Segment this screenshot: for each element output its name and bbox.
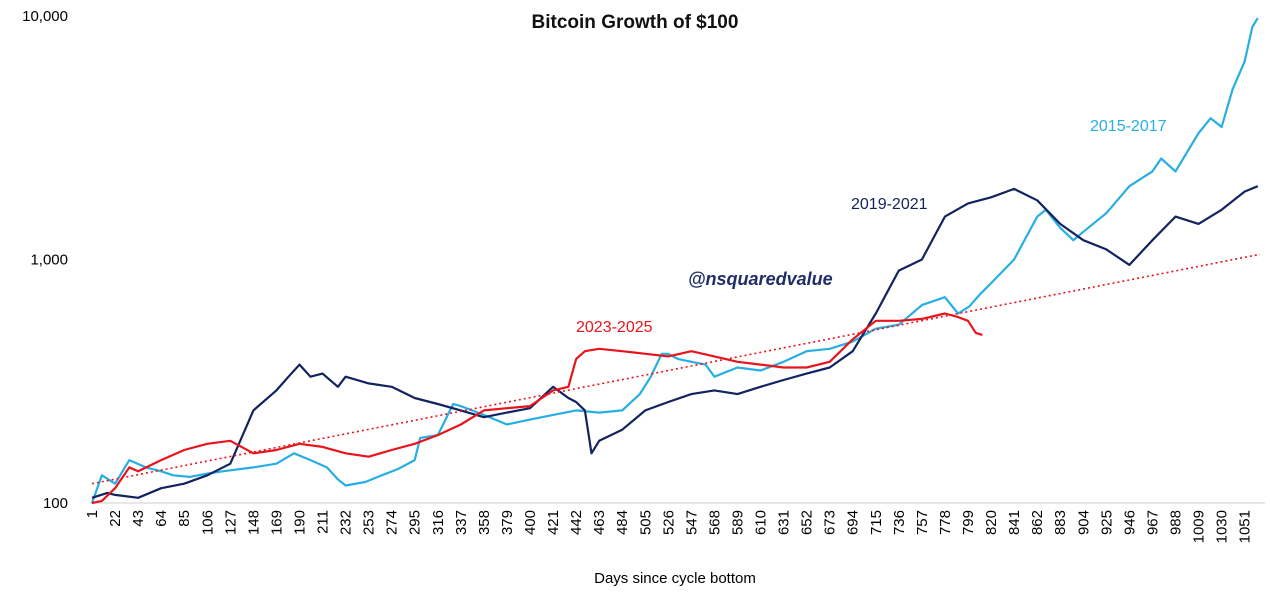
y-tick-label: 1,000 <box>30 252 68 269</box>
x-tick-label: 799 <box>960 510 977 535</box>
x-tick-label: 925 <box>1098 510 1115 535</box>
x-tick-label: 106 <box>199 510 216 535</box>
x-tick-label: 253 <box>361 510 378 535</box>
x-tick-label: 946 <box>1121 510 1138 535</box>
watermark-text: @nsquaredvalue <box>688 269 833 289</box>
x-tick-label: 631 <box>776 510 793 535</box>
x-tick-label: 358 <box>476 510 493 535</box>
x-tick-label: 169 <box>268 510 285 535</box>
x-tick-label: 673 <box>822 510 839 535</box>
x-tick-label: 484 <box>614 510 631 535</box>
x-tick-label: 442 <box>568 510 585 535</box>
y-tick-label: 100 <box>43 495 68 512</box>
series-line-2019-2021 <box>91 185 1259 499</box>
x-tick-label: 400 <box>522 510 539 535</box>
series-line-2023-2025 <box>91 312 983 505</box>
x-axis-label: Days since cycle bottom <box>594 570 756 587</box>
x-tick-label: 232 <box>338 510 355 535</box>
x-tick-label: 85 <box>176 510 193 527</box>
x-tick-label: 43 <box>130 510 147 527</box>
x-tick-label: 610 <box>753 510 770 535</box>
x-tick-label: 148 <box>245 510 262 535</box>
x-tick-label: 967 <box>1144 510 1161 535</box>
x-tick-label: 820 <box>983 510 1000 535</box>
x-tick-label: 568 <box>706 510 723 535</box>
x-tick-label: 505 <box>637 510 654 535</box>
x-tick-label: 904 <box>1075 510 1092 535</box>
y-tick-label: 10,000 <box>22 8 68 25</box>
series-line-2015-2017 <box>90 17 1259 504</box>
x-tick-label: 778 <box>937 510 954 535</box>
x-tick-label: 1 <box>84 510 101 518</box>
x-tick-label: 295 <box>407 510 424 535</box>
x-tick-label: 421 <box>545 510 562 535</box>
x-tick-label: 274 <box>384 510 401 535</box>
x-tick-label: 862 <box>1029 510 1046 535</box>
series-label-2015-2017: 2015-2017 <box>1090 118 1167 135</box>
x-axis-tick-labels: 1 22 43 64 85 106 127 148 169 190 211 232 253 274 295 3… <box>84 510 1254 543</box>
x-tick-label: 211 <box>315 510 332 534</box>
x-tick-label: 1051 <box>1237 510 1254 543</box>
x-tick-label: 757 <box>914 510 931 535</box>
x-tick-label: 652 <box>799 510 816 535</box>
x-tick-label: 841 <box>1006 510 1023 535</box>
series-label-2023-2025: 2023-2025 <box>576 319 653 336</box>
chart-title: Bitcoin Growth of $100 <box>532 12 739 33</box>
series-layer <box>90 17 1261 505</box>
x-tick-label: 883 <box>1052 510 1069 535</box>
x-tick-label: 316 <box>430 510 447 535</box>
x-tick-label: 547 <box>683 510 700 535</box>
trend-line <box>91 253 1261 485</box>
x-tick-label: 526 <box>660 510 677 535</box>
x-tick-label: 589 <box>729 510 746 535</box>
x-tick-label: 1030 <box>1214 510 1231 543</box>
x-tick-label: 694 <box>845 510 862 535</box>
x-tick-label: 127 <box>222 510 239 535</box>
x-tick-label: 379 <box>499 510 516 535</box>
y-axis-tick-labels: 100 1,000 10,000 <box>22 8 68 512</box>
x-tick-label: 463 <box>591 510 608 535</box>
x-tick-label: 1009 <box>1191 510 1208 543</box>
x-tick-label: 988 <box>1167 510 1184 535</box>
x-tick-label: 736 <box>891 510 908 535</box>
x-tick-label: 22 <box>107 510 124 527</box>
x-tick-label: 337 <box>453 510 470 535</box>
x-tick-label: 64 <box>153 510 170 527</box>
series-label-2019-2021: 2019-2021 <box>851 196 928 213</box>
x-tick-label: 190 <box>291 510 308 535</box>
x-tick-label: 715 <box>868 510 885 535</box>
